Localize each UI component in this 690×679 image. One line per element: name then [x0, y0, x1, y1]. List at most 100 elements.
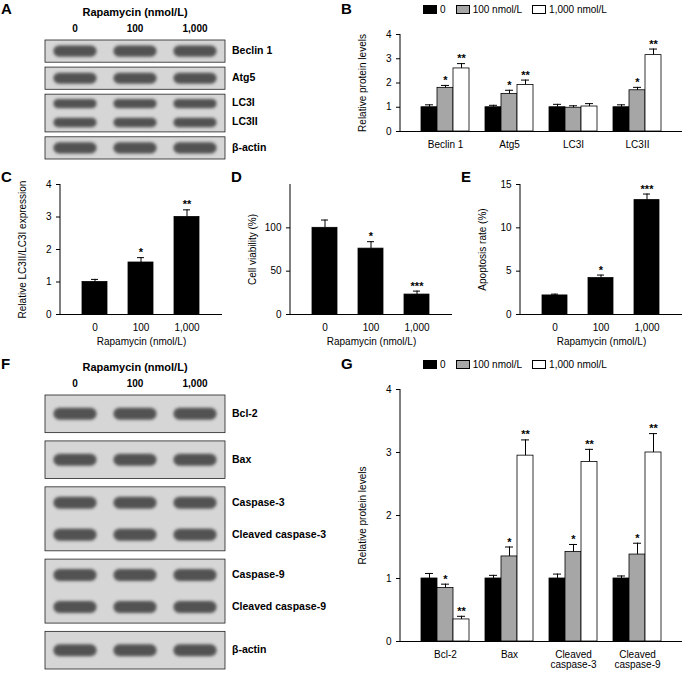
svg-text:100: 100 [265, 222, 282, 233]
svg-text:0: 0 [552, 322, 558, 333]
svg-text:0: 0 [46, 309, 52, 320]
svg-text:Bax: Bax [501, 649, 518, 660]
svg-text:0: 0 [276, 309, 282, 320]
svg-text:Cleaved caspase-9: Cleaved caspase-9 [232, 600, 326, 612]
html-text:F: F [1, 355, 11, 372]
svg-text:Cleavedcaspase-3: Cleavedcaspase-3 [550, 649, 597, 670]
svg-text:1,000: 1,000 [182, 378, 207, 389]
html-text:D: D [231, 168, 242, 185]
svg-text:1,000: 1,000 [404, 322, 429, 333]
svg-text:***: *** [641, 183, 655, 195]
svg-text:Caspase-9: Caspase-9 [232, 568, 285, 580]
html-text:1,000 nmol/L: 1,000 nmol/L [549, 358, 607, 370]
svg-text:3: 3 [46, 211, 52, 222]
svg-text:**: ** [649, 38, 658, 50]
svg-text:1: 1 [386, 101, 392, 112]
svg-text:**: ** [457, 605, 466, 617]
svg-text:4: 4 [386, 29, 392, 40]
svg-text:Relative LC3II/LC3I expression: Relative LC3II/LC3I expression [17, 181, 28, 319]
svg-text:2: 2 [46, 244, 52, 255]
html-text:0: 0 [440, 3, 446, 15]
svg-text:**: ** [457, 52, 466, 64]
svg-text:*: * [507, 536, 512, 548]
svg-text:0: 0 [386, 636, 392, 647]
svg-text:Caspase-3: Caspase-3 [232, 496, 285, 508]
svg-text:Bcl-2: Bcl-2 [232, 407, 258, 419]
svg-text:100: 100 [133, 322, 150, 333]
svg-text:LC3I: LC3I [563, 139, 584, 150]
svg-text:*: * [507, 79, 512, 91]
svg-text:3: 3 [386, 53, 392, 64]
html-text:0: 0 [440, 358, 446, 370]
svg-text:Cleaved caspase-3: Cleaved caspase-3 [232, 528, 326, 540]
svg-text:***: *** [411, 280, 425, 292]
svg-text:50: 50 [270, 265, 282, 276]
svg-text:Bax: Bax [232, 453, 251, 465]
svg-text:Apoptosis rate (%): Apoptosis rate (%) [477, 208, 488, 290]
svg-text:β-actin: β-actin [232, 643, 266, 655]
svg-text:1,000: 1,000 [634, 322, 659, 333]
svg-text:Rapamycin (nmol/L): Rapamycin (nmol/L) [557, 336, 646, 347]
svg-text:5: 5 [506, 265, 512, 276]
svg-text:100: 100 [127, 378, 144, 389]
svg-text:0: 0 [72, 378, 78, 389]
svg-text:4: 4 [386, 384, 392, 395]
svg-text:1,000: 1,000 [174, 322, 199, 333]
svg-text:*: * [599, 264, 604, 276]
svg-text:*: * [635, 76, 640, 88]
svg-text:*: * [571, 533, 576, 545]
svg-text:100: 100 [127, 23, 144, 34]
svg-text:Rapamycin (nmol/L): Rapamycin (nmol/L) [82, 6, 187, 18]
html-text:C: C [1, 168, 12, 185]
html-text:E: E [461, 168, 471, 185]
svg-text:0: 0 [92, 322, 98, 333]
svg-text:15: 15 [500, 179, 512, 190]
svg-text:*: * [369, 230, 374, 242]
svg-text:**: ** [183, 198, 192, 210]
svg-text:*: * [443, 74, 448, 86]
svg-text:Atg5: Atg5 [499, 139, 520, 150]
svg-text:*: * [139, 246, 144, 258]
svg-text:10: 10 [500, 222, 512, 233]
svg-text:β-actin: β-actin [232, 141, 266, 153]
svg-text:Bcl-2: Bcl-2 [434, 649, 457, 660]
svg-text:*: * [635, 532, 640, 544]
svg-text:2: 2 [386, 510, 392, 521]
svg-text:Relative protein levels: Relative protein levels [357, 34, 368, 132]
svg-text:0: 0 [386, 126, 392, 137]
svg-text:Atg5: Atg5 [232, 71, 255, 83]
svg-text:4: 4 [46, 179, 52, 190]
svg-text:*: * [443, 573, 448, 585]
svg-text:**: ** [585, 438, 594, 450]
svg-text:Cell viability (%): Cell viability (%) [247, 214, 258, 285]
svg-text:**: ** [649, 422, 658, 434]
svg-text:1: 1 [46, 276, 52, 287]
html-text:1,000 nmol/L: 1,000 nmol/L [549, 3, 607, 15]
svg-text:LC3I: LC3I [232, 96, 255, 108]
svg-text:1,000: 1,000 [182, 23, 207, 34]
svg-text:3: 3 [386, 447, 392, 458]
svg-text:Rapamycin (nmol/L): Rapamycin (nmol/L) [327, 336, 416, 347]
svg-text:100: 100 [593, 322, 610, 333]
svg-text:Cleavedcaspase-9: Cleavedcaspase-9 [614, 649, 661, 670]
svg-text:Rapamycin (nmol/L): Rapamycin (nmol/L) [97, 336, 186, 347]
svg-text:1: 1 [386, 573, 392, 584]
html-text:B: B [341, 0, 352, 17]
svg-text:LC3II: LC3II [626, 139, 650, 150]
svg-text:0: 0 [322, 322, 328, 333]
svg-text:100: 100 [363, 322, 380, 333]
svg-text:0: 0 [72, 23, 78, 34]
svg-text:0: 0 [506, 309, 512, 320]
svg-text:**: ** [521, 428, 530, 440]
html-text:A: A [1, 0, 12, 17]
svg-text:Relative protein levels: Relative protein levels [357, 467, 368, 565]
svg-text:Beclin 1: Beclin 1 [232, 44, 272, 56]
svg-text:LC3II: LC3II [232, 115, 258, 127]
html-text:100 nmol/L: 100 nmol/L [472, 3, 523, 15]
html-text:G: G [341, 355, 353, 372]
html-text:100 nmol/L: 100 nmol/L [472, 358, 523, 370]
svg-text:Beclin 1: Beclin 1 [428, 139, 464, 150]
svg-text:2: 2 [386, 77, 392, 88]
svg-text:**: ** [521, 69, 530, 81]
svg-text:Rapamycin (nmol/L): Rapamycin (nmol/L) [82, 361, 187, 373]
